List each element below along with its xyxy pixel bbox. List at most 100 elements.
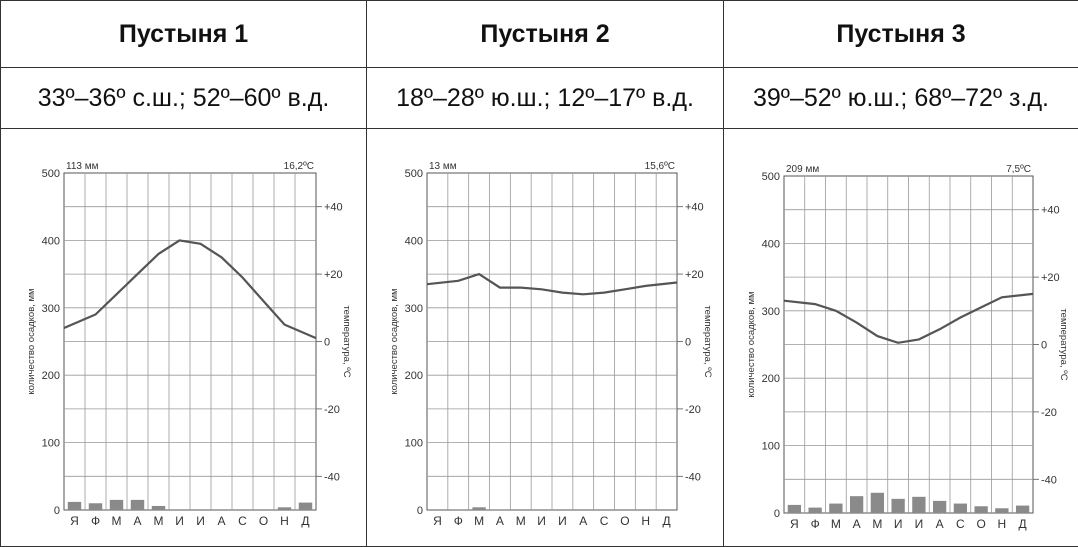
month-label: И bbox=[915, 517, 924, 531]
month-label: С bbox=[600, 514, 609, 528]
temp-tick-label: +40 bbox=[685, 202, 704, 214]
precip-tick-label: 300 bbox=[762, 306, 780, 318]
precip-tick-label: 400 bbox=[42, 235, 60, 247]
desert-2-coordinates: 18º–28º ю.ш.; 12º–17º в.д. bbox=[367, 68, 724, 129]
month-label: С bbox=[956, 517, 965, 531]
temp-tick-label: +40 bbox=[324, 202, 343, 214]
month-label: Д bbox=[1019, 517, 1027, 531]
precip-tick-label: 200 bbox=[762, 373, 780, 385]
precip-bar bbox=[912, 497, 925, 513]
precip-bar bbox=[89, 503, 102, 510]
month-label: А bbox=[853, 517, 861, 531]
annual-precip-label: 209 мм bbox=[786, 164, 819, 175]
precip-bar bbox=[871, 493, 884, 513]
precip-tick-label: 0 bbox=[417, 505, 423, 517]
month-label: А bbox=[133, 514, 141, 528]
precip-bar bbox=[829, 504, 842, 513]
annual-precip-label: 13 мм bbox=[429, 161, 457, 172]
precip-tick-label: 400 bbox=[405, 235, 423, 247]
month-label: О bbox=[976, 517, 985, 531]
precip-tick-label: 500 bbox=[405, 168, 423, 180]
ylabel-right: температура, ºС bbox=[1058, 308, 1069, 380]
month-label: Д bbox=[301, 514, 309, 528]
precip-tick-label: 100 bbox=[405, 438, 423, 450]
month-label: И bbox=[175, 514, 184, 528]
precip-tick-label: 400 bbox=[762, 238, 780, 250]
month-label: М bbox=[474, 514, 484, 528]
desert-3-header: Пустыня 3 bbox=[724, 1, 1078, 68]
month-label: М bbox=[831, 517, 841, 531]
precip-tick-label: 300 bbox=[405, 303, 423, 315]
month-label: А bbox=[936, 517, 944, 531]
month-label: О bbox=[620, 514, 629, 528]
precip-bar bbox=[131, 500, 144, 510]
desert-3-coordinates: 39º–52º ю.ш.; 68º–72º з.д. bbox=[724, 68, 1078, 129]
ylabel-right: температура, ºС bbox=[341, 305, 352, 377]
desert-2-header: Пустыня 2 bbox=[367, 1, 724, 68]
precip-tick-label: 300 bbox=[42, 303, 60, 315]
precip-tick-label: 0 bbox=[54, 505, 60, 517]
precip-bar bbox=[299, 503, 312, 510]
precip-bar bbox=[850, 496, 863, 513]
precip-bar bbox=[493, 509, 506, 510]
month-label: Н bbox=[280, 514, 289, 528]
temp-tick-label: +20 bbox=[324, 269, 343, 281]
ylabel-right: температура, ºС bbox=[702, 305, 713, 377]
precip-bar bbox=[152, 506, 165, 510]
month-label: Я bbox=[790, 517, 799, 531]
precip-tick-label: 100 bbox=[762, 441, 780, 453]
month-label: Н bbox=[998, 517, 1007, 531]
precip-tick-label: 500 bbox=[762, 171, 780, 183]
month-label: И bbox=[537, 514, 546, 528]
precip-tick-label: 500 bbox=[42, 168, 60, 180]
precip-bar bbox=[278, 507, 291, 510]
month-label: А bbox=[579, 514, 587, 528]
annual-precip-label: 113 мм bbox=[66, 161, 99, 172]
month-label: Ф bbox=[811, 517, 820, 531]
precip-bar bbox=[788, 505, 801, 513]
precip-bar bbox=[933, 501, 946, 513]
temp-tick-label: +20 bbox=[1041, 272, 1060, 284]
month-label: Н bbox=[641, 514, 650, 528]
precip-bar bbox=[452, 509, 465, 510]
temp-tick-label: -20 bbox=[685, 404, 701, 416]
precip-tick-label: 200 bbox=[405, 370, 423, 382]
precip-bar bbox=[110, 500, 123, 510]
temp-tick-label: -40 bbox=[324, 471, 340, 483]
precip-bar bbox=[974, 506, 987, 513]
mean-temp-label: 16,2ºС bbox=[284, 161, 314, 172]
precip-bar bbox=[472, 507, 485, 510]
temp-tick-label: 0 bbox=[1041, 340, 1047, 352]
month-label: М bbox=[516, 514, 526, 528]
month-label: М bbox=[154, 514, 164, 528]
temp-tick-label: -20 bbox=[1041, 407, 1057, 419]
temp-tick-label: -40 bbox=[685, 471, 701, 483]
temp-tick-label: +20 bbox=[685, 269, 704, 281]
month-label: Я bbox=[433, 514, 442, 528]
temp-tick-label: +40 bbox=[1041, 205, 1060, 217]
month-label: С bbox=[238, 514, 247, 528]
ylabel-left: количество осадков, мм bbox=[26, 288, 37, 394]
month-label: Д bbox=[663, 514, 671, 528]
month-label: И bbox=[196, 514, 205, 528]
month-label: А bbox=[496, 514, 504, 528]
temp-tick-label: 0 bbox=[324, 337, 330, 349]
mean-temp-label: 15,6ºС bbox=[645, 161, 675, 172]
ylabel-left: количество осадков, мм bbox=[746, 291, 757, 397]
precip-bar bbox=[995, 508, 1008, 513]
temp-tick-label: -40 bbox=[1041, 474, 1057, 486]
precip-bar bbox=[1016, 506, 1029, 513]
month-label: И bbox=[894, 517, 903, 531]
precip-bar bbox=[954, 504, 967, 513]
precip-tick-label: 0 bbox=[774, 508, 780, 520]
desert-1-coordinates: 33º–36º с.ш.; 52º–60º в.д. bbox=[1, 68, 367, 129]
temp-tick-label: -20 bbox=[324, 404, 340, 416]
month-label: М bbox=[872, 517, 882, 531]
month-label: М bbox=[112, 514, 122, 528]
